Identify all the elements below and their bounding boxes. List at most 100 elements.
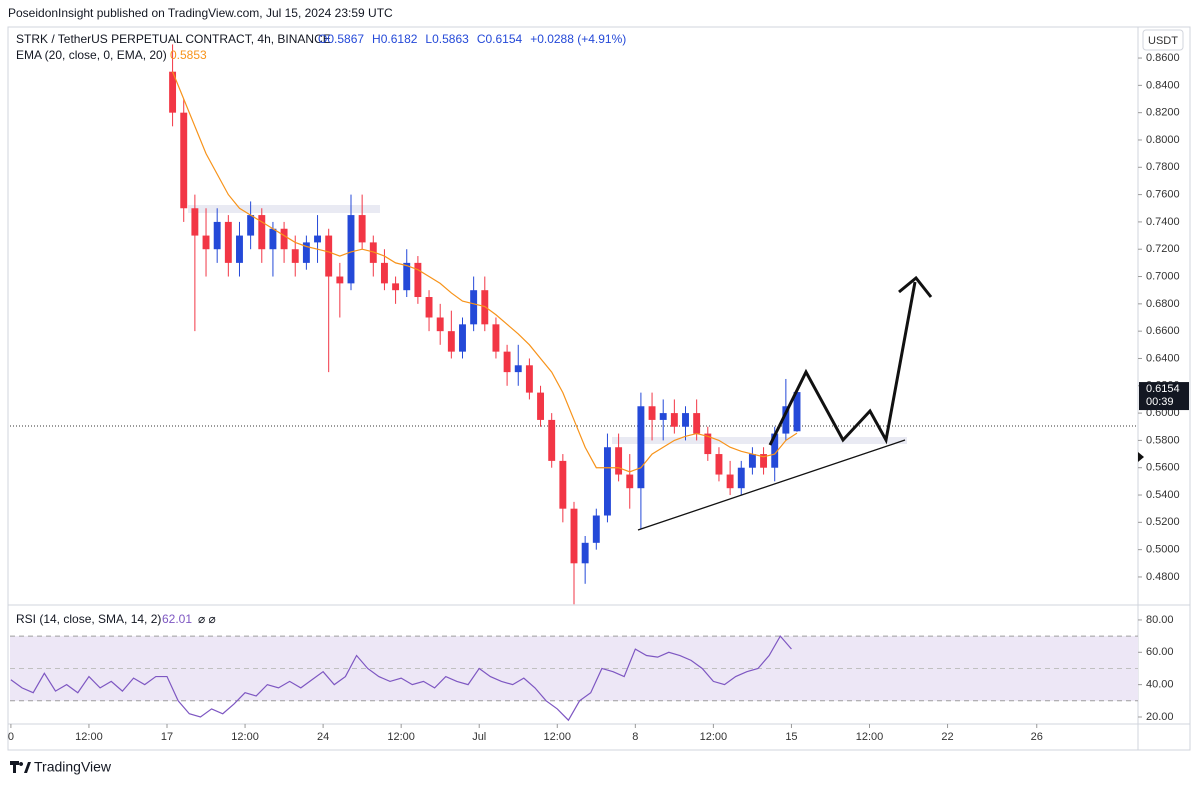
candle-body (748, 454, 756, 468)
x-tick-label: 12:00 (387, 731, 415, 743)
candle-body (180, 112, 188, 209)
x-tick-label: 12:00 (700, 731, 728, 743)
x-tick-label: 12:00 (75, 731, 103, 743)
y-tick-label: 0.8400 (1146, 79, 1180, 91)
ema-value: 0.5853 (170, 48, 207, 62)
candle-body (447, 331, 455, 352)
y-tick-label: 0.7800 (1146, 161, 1180, 173)
y-tick-label: 60.00 (1146, 646, 1174, 658)
candle-body (314, 235, 321, 243)
candle-body (737, 467, 745, 489)
candle-body (615, 447, 623, 475)
frame (7, 26, 1191, 751)
y-tick-label: 0.7400 (1146, 216, 1180, 228)
candle-body (191, 208, 199, 236)
rsi-icons[interactable]: ⌀ ⌀ (198, 612, 216, 626)
candle-body (459, 324, 466, 352)
candle-body (470, 290, 478, 325)
y-tick-label: 0.8200 (1146, 107, 1180, 119)
candle-body (492, 324, 500, 352)
candle-body (213, 221, 221, 250)
y-tick-label: 40.00 (1146, 679, 1174, 691)
currency-box[interactable] (1142, 29, 1184, 51)
currency: USDT (1148, 35, 1178, 47)
y-tick-label: 0.8000 (1146, 134, 1180, 146)
candle-body (682, 413, 689, 427)
candle-body (659, 413, 667, 420)
y-tick-label: 0.6800 (1146, 298, 1180, 310)
candle-body (726, 474, 734, 489)
ema-line (172, 71, 798, 473)
y-tick-label: 0.6600 (1146, 325, 1180, 337)
countdown: 00:39 (1146, 396, 1174, 408)
symbol-title: STRK / TetherUS PERPETUAL CONTRACT, 4h, … (16, 32, 331, 46)
ohlc-value: C0.6154 (477, 32, 523, 46)
candle-body (559, 460, 567, 509)
candle-body (592, 515, 600, 543)
candle-body (369, 242, 377, 263)
zones (10, 205, 1138, 444)
brand: TradingView (10, 759, 112, 775)
last-price: 0.6154 (1146, 383, 1180, 395)
candle-body (793, 392, 801, 432)
y-tick-label: 0.5000 (1146, 544, 1180, 556)
annotations (637, 275, 1144, 531)
ohlc-value: O0.5867 (318, 32, 364, 46)
candle-body (414, 262, 422, 298)
x-tick-label: 26 (1031, 731, 1043, 743)
brand-name: TradingView (34, 759, 112, 775)
y-tick-label: 20.00 (1146, 711, 1174, 723)
y-tick-label: 0.7000 (1146, 270, 1180, 282)
x-tick-label: 12:00 (856, 731, 884, 743)
trendline (637, 439, 906, 531)
candle-body (626, 474, 634, 489)
candle-body (258, 215, 266, 250)
logo (10, 761, 31, 773)
candle-body (380, 262, 388, 284)
candle-body (302, 242, 310, 263)
y-tick-label: 0.7200 (1146, 243, 1180, 255)
y-tick-label: 80.00 (1146, 614, 1174, 626)
candle-body (358, 215, 366, 243)
candle-body (603, 447, 611, 516)
candle-body (715, 454, 723, 475)
x-tick-label: 22 (941, 731, 953, 743)
y-tick-label: 0.5600 (1146, 462, 1180, 474)
rsi-value: 62.01 (162, 612, 192, 626)
candle-body (704, 433, 712, 455)
x-tick-label: 15 (785, 731, 797, 743)
candle-body (581, 542, 589, 564)
candle-body (693, 413, 701, 434)
y-tick-label: 0.5200 (1146, 516, 1180, 528)
candle-body (670, 413, 678, 427)
y-tick-label: 0.5400 (1146, 489, 1180, 501)
candle-body (269, 228, 277, 250)
projection-arrow (898, 275, 933, 298)
candle-body (280, 228, 288, 250)
x-tick-label: 12:00 (544, 731, 572, 743)
ohlc-value: H0.6182 (372, 32, 418, 46)
support-zone (612, 437, 907, 444)
legend: STRK / TetherUS PERPETUAL CONTRACT, 4h, … (16, 32, 331, 626)
candle-body (525, 365, 533, 393)
publisher: PoseidonInsight published on TradingView… (8, 6, 393, 20)
candle-body (425, 297, 433, 318)
candle-body (760, 454, 768, 468)
candle-body (771, 433, 779, 468)
x-tick-label: 0 (8, 731, 14, 743)
projection-path (768, 281, 917, 446)
candle-body (648, 406, 656, 420)
candle-body (325, 235, 333, 277)
marker (1138, 452, 1144, 462)
candle-body (503, 351, 511, 373)
candle-body (169, 71, 177, 113)
candle-body (637, 406, 645, 489)
y-tick-label: 0.6400 (1146, 352, 1180, 364)
x-tick-label: 12:00 (231, 731, 259, 743)
candle-body (224, 221, 232, 263)
y-tick-label: 0.4800 (1146, 571, 1180, 583)
x-tick-label: 24 (317, 731, 329, 743)
resistance-zone (188, 205, 380, 213)
